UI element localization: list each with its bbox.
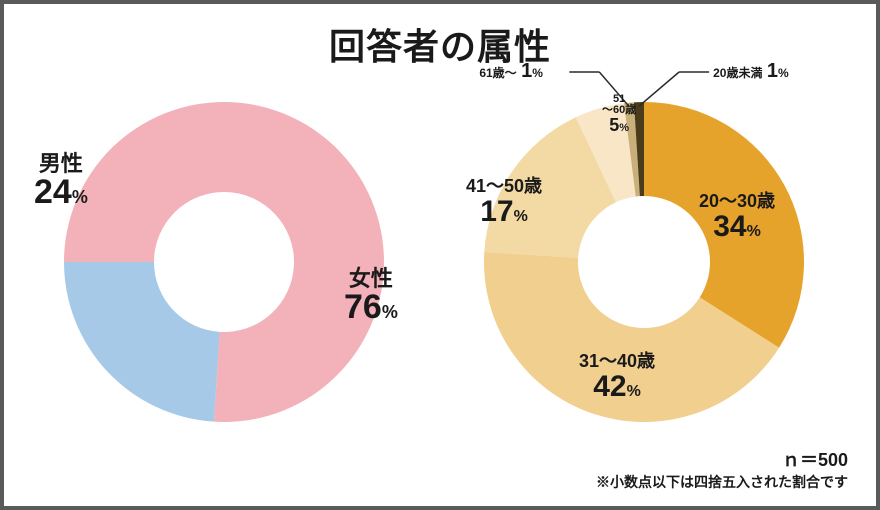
- age-callout-61plus: 61歳〜 1%: [479, 60, 543, 83]
- age-callout-under20: 20歳未満 1%: [713, 60, 789, 83]
- age-label-31〜40歳: 31〜40歳42%: [579, 352, 655, 402]
- age-label-20〜30歳: 20〜30歳34%: [699, 192, 775, 242]
- gender-donut: 女性76%男性24%: [64, 102, 384, 422]
- chart-frame: 回答者の属性 女性76%男性24% 20〜30歳34%31〜40歳42%41〜5…: [0, 0, 880, 510]
- age-donut: 20〜30歳34%31〜40歳42%41〜50歳17%51〜60歳5% 61歳〜…: [484, 102, 804, 422]
- sample-size: ｎ＝500: [596, 446, 848, 472]
- gender-donut-svg: [64, 102, 384, 422]
- gender-label-male: 男性24%: [34, 152, 88, 211]
- gender-slice-男性: [64, 262, 220, 422]
- gender-label-female: 女性76%: [344, 267, 398, 326]
- age-label-51〜60歳: 51〜60歳5%: [602, 94, 636, 136]
- rounding-note: ※小数点以下は四捨五入された割合です: [596, 472, 848, 492]
- footer: ｎ＝500 ※小数点以下は四捨五入された割合です: [596, 446, 848, 492]
- chart-area: 女性76%男性24% 20〜30歳34%31〜40歳42%41〜50歳17%51…: [4, 84, 876, 464]
- age-label-41〜50歳: 41〜50歳17%: [466, 177, 542, 227]
